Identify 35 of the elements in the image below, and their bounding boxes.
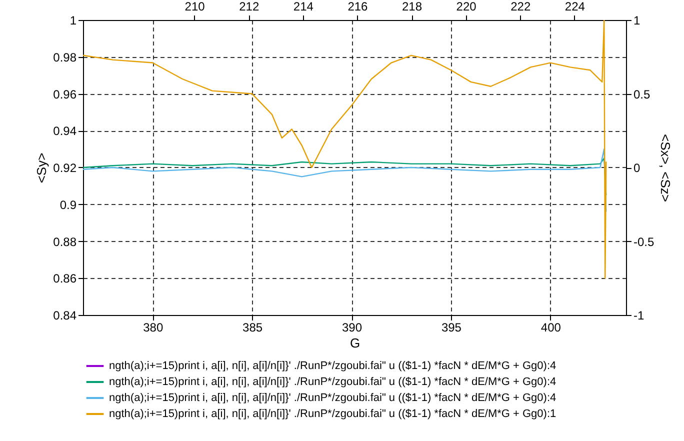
x-tick-label: 400	[540, 320, 562, 334]
x-tick-label: 380	[143, 320, 164, 334]
x-tick-label: 390	[342, 320, 362, 334]
x2-tick-label: 216	[348, 0, 368, 14]
y2-tick-label: 0.5	[634, 87, 651, 102]
x2-tick-label: 224	[564, 0, 586, 14]
y-tick-label: 0.94	[53, 124, 77, 138]
legend-label: ngth(a);i+=15)print i, a[i], n[i], a[i]/n[i]}' ./RunP*/zgoubi.fai" u (($1-1) *facN * dE/M*G + Gg0):1	[109, 408, 556, 420]
y2-tick-label: 1	[634, 14, 640, 28]
x-axis-title: G	[350, 336, 360, 350]
y-tick-label: 0.84	[53, 308, 77, 322]
legend-label: ngth(a);i+=15)print i, a[i], n[i], a[i]/n[i]}' ./RunP*/zgoubi.fai" u (($1-1) *facN * dE/M*G + Gg0):4	[109, 360, 556, 372]
legend-label: ngth(a);i+=15)print i, a[i], n[i], a[i]/n[i]}' ./RunP*/zgoubi.fai" u (($1-1) *facN * dE/M*G + Gg0):4	[109, 376, 556, 388]
line-series	[83, 20, 607, 279]
x-tick-label: 385	[242, 320, 263, 334]
y2-axis-title: <Sx>, <Sz>	[658, 134, 674, 202]
y-tick-label: 0.98	[53, 50, 77, 64]
y2-tick-label: 0	[634, 161, 640, 175]
y-tick-label: 0.96	[53, 87, 77, 102]
y-tick-label: 0.92	[53, 161, 77, 175]
y-tick-label: 0.9	[60, 198, 77, 212]
x2-tick-label: 210	[184, 0, 206, 14]
y-axis-title: <Sy>	[34, 152, 50, 184]
x2-tick-label: 214	[293, 0, 314, 14]
legend-label: ngth(a);i+=15)print i, a[i], n[i], a[i]/n[i]}' ./RunP*/zgoubi.fai" u (($1-1) *facN * dE/M*G + Gg0):4	[109, 392, 556, 404]
x-tick-label: 395	[441, 320, 462, 334]
y2-tick-label: -0.5	[634, 234, 655, 249]
x2-tick-label: 220	[456, 0, 477, 14]
x2-tick-label: 222	[510, 0, 531, 14]
y2-tick-label: -1	[634, 308, 644, 322]
x2-tick-label: 212	[239, 0, 260, 14]
y-tick-label: 1	[70, 14, 77, 28]
y-tick-label: 0.88	[53, 234, 77, 249]
x2-tick-label: 218	[402, 0, 422, 14]
y-tick-label: 0.86	[53, 272, 77, 286]
